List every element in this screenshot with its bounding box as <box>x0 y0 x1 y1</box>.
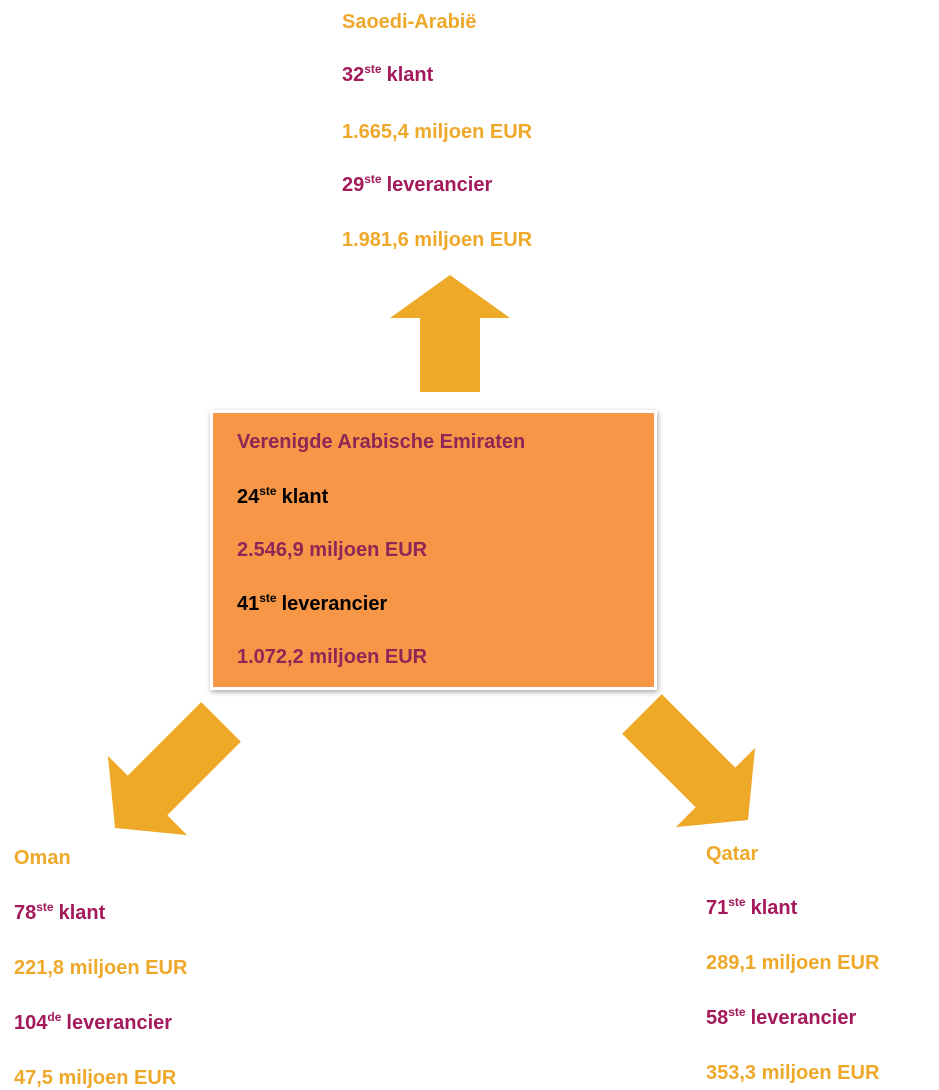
text-line: 221,8 miljoen EUR <box>14 956 187 980</box>
text-line: 104de leverancier <box>14 1011 172 1035</box>
text-line: Qatar <box>706 842 758 866</box>
text-line: 29ste leverancier <box>342 173 492 197</box>
text-line: 1.072,2 miljoen EUR <box>237 645 427 669</box>
arrow-group <box>107 275 756 836</box>
supplier-rank: 104 <box>14 1012 48 1034</box>
customer-value: 2.546,9 miljoen EUR <box>237 539 428 561</box>
arrow-down-left <box>107 702 241 836</box>
supplier-rank-suffix: ste <box>259 591 277 605</box>
text-line: 58ste leverancier <box>706 1006 856 1030</box>
customer-rank-suffix: ste <box>364 62 382 76</box>
customer-value: 221,8 miljoen EUR <box>14 957 188 979</box>
center-box <box>210 410 657 690</box>
supplier-value: 1.072,2 miljoen EUR <box>237 646 428 668</box>
supplier-rank: 29 <box>342 174 365 196</box>
text-line: 32ste klant <box>342 63 433 87</box>
supplier-rank-suffix: ste <box>364 172 382 186</box>
country-name: Qatar <box>706 843 759 865</box>
text-line: 24ste klant <box>237 485 328 509</box>
customer-value: 1.665,4 miljoen EUR <box>342 121 533 143</box>
text-line: 289,1 miljoen EUR <box>706 951 879 975</box>
customer-value: 289,1 miljoen EUR <box>706 952 880 974</box>
supplier-rank-suffix: de <box>47 1010 62 1024</box>
customer-rank-suffix: ste <box>259 484 277 498</box>
text-line: 47,5 miljoen EUR <box>14 1066 176 1090</box>
supplier-label: leverancier <box>66 1012 173 1034</box>
country-name: Saoedi-Arabië <box>342 11 477 33</box>
supplier-label: leverancier <box>281 593 388 615</box>
customer-label: klant <box>386 64 434 86</box>
country-name: Verenigde Arabische Emiraten <box>237 431 526 453</box>
text-line: 1.665,4 miljoen EUR <box>342 120 532 144</box>
supplier-value: 47,5 miljoen EUR <box>14 1067 177 1089</box>
text-line: Saoedi-Arabië <box>342 10 476 34</box>
text-line: 2.546,9 miljoen EUR <box>237 538 427 562</box>
supplier-label: leverancier <box>750 1007 857 1029</box>
customer-rank: 24 <box>237 486 260 508</box>
supplier-label: leverancier <box>386 174 493 196</box>
customer-rank-suffix: ste <box>728 895 746 909</box>
customer-label: klant <box>58 902 106 924</box>
text-line: 71ste klant <box>706 896 797 920</box>
arrow-down-right <box>622 694 756 828</box>
text-line: 1.981,6 miljoen EUR <box>342 228 532 252</box>
customer-rank-suffix: ste <box>36 900 54 914</box>
customer-rank: 71 <box>706 897 729 919</box>
text-line: 353,3 miljoen EUR <box>706 1061 879 1085</box>
text-line: Verenigde Arabische Emiraten <box>237 430 525 454</box>
supplier-value: 353,3 miljoen EUR <box>706 1062 880 1084</box>
customer-rank: 32 <box>342 64 365 86</box>
customer-label: klant <box>750 897 798 919</box>
supplier-rank-suffix: ste <box>728 1005 746 1019</box>
supplier-rank: 58 <box>706 1007 729 1029</box>
supplier-value: 1.981,6 miljoen EUR <box>342 229 533 251</box>
text-line: 41ste leverancier <box>237 592 387 616</box>
country-name: Oman <box>14 847 71 869</box>
arrow-up <box>390 275 510 392</box>
customer-label: klant <box>281 486 329 508</box>
text-line: Oman <box>14 846 71 870</box>
text-line: 78ste klant <box>14 901 105 925</box>
customer-rank: 78 <box>14 902 37 924</box>
supplier-rank: 41 <box>237 593 260 615</box>
